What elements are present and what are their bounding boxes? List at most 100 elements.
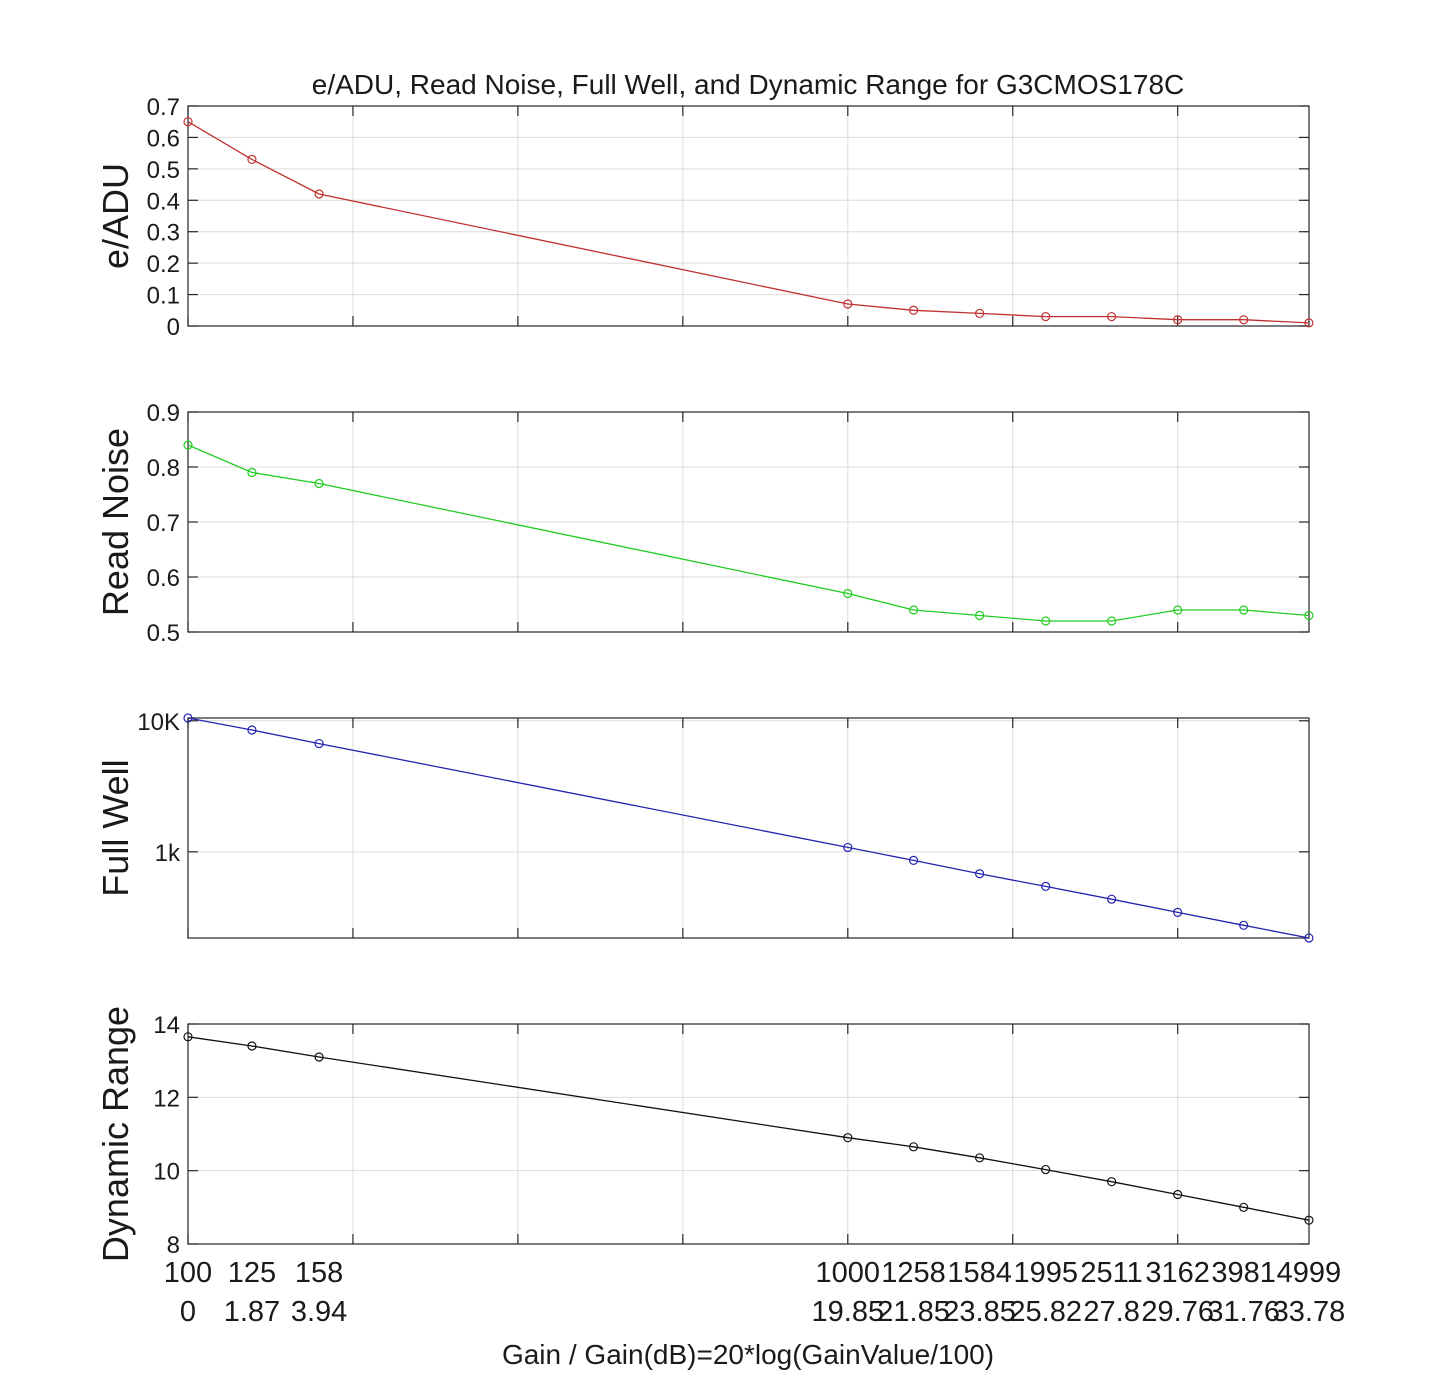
data-point (1239, 1202, 1249, 1212)
x-axis-label: Gain / Gain(dB)=20*log(GainValue/100) (502, 1339, 994, 1370)
x-tick-label-gain: 1258 (881, 1257, 946, 1289)
data-point (974, 1153, 985, 1163)
data-point (843, 842, 853, 853)
chart-panels: 00.10.20.30.40.50.60.7e/ADU0.50.60.70.80… (95, 94, 1314, 1262)
x-tick-label-gain: 3981 (1211, 1257, 1276, 1289)
x-tick-label-gain: 1000 (816, 1257, 881, 1289)
y-tick-label: 14 (153, 1012, 180, 1039)
panel-1: 0.5 0.6 0.7 0.8 0.9 Read Noise (95, 400, 1314, 647)
y-tick-label: 0.4 (147, 188, 180, 215)
x-tick-label-db: 3.94 (291, 1296, 347, 1328)
x-tick-label-gain: 125 (228, 1257, 276, 1289)
data-point (908, 855, 919, 866)
data-point (247, 154, 257, 165)
data-point (314, 189, 324, 199)
data-point (908, 1142, 919, 1152)
y-axis-label: Dynamic Range (95, 1006, 136, 1262)
y-tick-label: 0.5 (147, 620, 180, 647)
y-tick-label: 0.7 (147, 510, 180, 537)
x-tick-label-gain: 1584 (947, 1257, 1012, 1289)
panel-0: 0 0.1 0.2 0.3 0.4 0.5 0.6 0.7 e/ADU (95, 94, 1314, 341)
data-point (974, 869, 985, 879)
y-tick-label: 8 (167, 1232, 180, 1259)
data-point (843, 299, 853, 309)
data-point (183, 440, 193, 450)
data-point (1041, 616, 1051, 626)
y-tick-label: 0.8 (147, 455, 180, 482)
x-tick-label-gain: 4999 (1277, 1257, 1342, 1289)
data-point (183, 117, 193, 127)
data-point (1107, 311, 1117, 322)
data-point (1304, 610, 1314, 621)
y-tick-label: 0.9 (147, 400, 180, 427)
x-tick-label-db: 0 (180, 1296, 196, 1328)
x-tick-label-db: 23.85 (943, 1296, 1016, 1328)
y-axis-label: Read Noise (95, 428, 136, 616)
y-tick-label: 12 (153, 1085, 180, 1112)
data-point (843, 1133, 853, 1143)
plot-frame (187, 717, 1310, 939)
data-point (974, 308, 985, 319)
plot-frame (187, 105, 1310, 327)
data-point (1107, 616, 1117, 626)
y-axis-label: Full Well (95, 759, 136, 896)
data-point (314, 738, 324, 749)
data-point (247, 467, 257, 478)
series-line (187, 717, 1310, 939)
data-point (908, 605, 919, 615)
y-tick-label: 0.6 (147, 565, 180, 592)
data-point (183, 1032, 193, 1042)
data-point (247, 1041, 257, 1051)
x-tick-label-db: 27.8 (1083, 1296, 1139, 1328)
x-tick-label-gain: 3162 (1145, 1257, 1210, 1289)
data-point (183, 713, 193, 723)
y-tick-label: 0.2 (147, 251, 180, 278)
series-line (187, 444, 1309, 622)
x-tick-label-gain: 158 (295, 1257, 343, 1289)
x-tick-label-gain: 1995 (1013, 1257, 1078, 1289)
data-point (1107, 1177, 1117, 1187)
data-point (247, 725, 257, 735)
y-tick-label: 0.5 (147, 157, 180, 184)
data-point (1107, 894, 1117, 904)
x-tick-label-db: 25.82 (1009, 1296, 1082, 1328)
x-tick-label-gain: 2511 (1080, 1257, 1142, 1289)
y-axis-label: e/ADU (95, 163, 136, 269)
data-point (1041, 311, 1051, 322)
data-point (1239, 920, 1249, 930)
panel-3: 8 10 12 14 Dynamic Range (95, 1006, 1314, 1262)
data-point (1041, 1164, 1051, 1175)
x-tick-label-gain: 100 (164, 1257, 212, 1289)
y-tick-label: 0.3 (147, 220, 180, 247)
data-point (1173, 605, 1183, 615)
series-line (187, 1036, 1310, 1221)
data-point (1304, 1215, 1314, 1225)
data-point (1304, 318, 1314, 328)
plot-frame (187, 1023, 1310, 1245)
x-tick-label-db: 1.87 (224, 1296, 280, 1328)
y-tick-label: 0.7 (147, 94, 180, 121)
y-tick-label: 0 (167, 314, 180, 341)
data-point (908, 305, 919, 315)
y-tick-label: 10 (153, 1159, 180, 1186)
data-point (314, 478, 324, 489)
data-point (843, 588, 853, 599)
series-line (187, 121, 1309, 324)
data-point (1173, 1189, 1183, 1200)
x-tick-label-db: 21.85 (877, 1296, 950, 1328)
y-tick-label: 10K (137, 709, 180, 736)
y-tick-label: 0.6 (147, 125, 180, 152)
chart-title: e/ADU, Read Noise, Full Well, and Dynami… (312, 69, 1185, 100)
x-tick-label-db: 31.76 (1207, 1296, 1280, 1328)
data-point (1173, 315, 1183, 325)
x-tick-label-db: 19.85 (812, 1296, 885, 1328)
data-point (974, 610, 985, 621)
data-point (1173, 907, 1183, 917)
data-point (314, 1052, 324, 1062)
x-tick-labels: 10001251.871583.94100019.85125821.851584… (164, 1257, 1345, 1328)
x-tick-label-db: 29.76 (1141, 1296, 1214, 1328)
x-tick-label-db: 33.78 (1273, 1296, 1346, 1328)
data-point (1239, 605, 1249, 615)
